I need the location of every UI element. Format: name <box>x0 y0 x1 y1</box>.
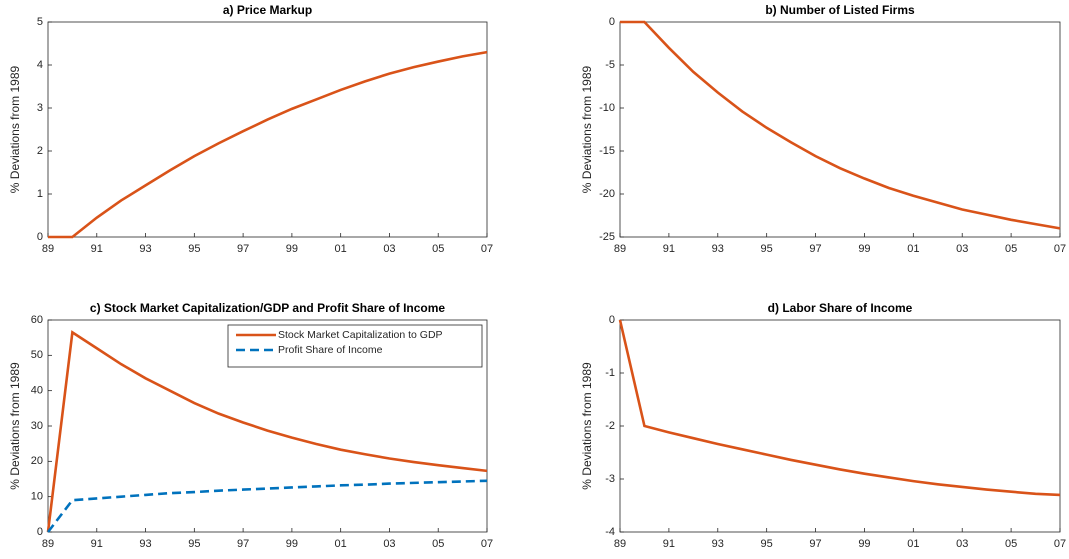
x-tick-label: 93 <box>139 538 151 550</box>
x-tick-label: 05 <box>1005 243 1017 255</box>
x-tick-label: 03 <box>956 538 968 550</box>
x-tick-label: 07 <box>1054 243 1066 255</box>
series-line <box>618 319 1061 497</box>
y-tick-label: 0 <box>609 314 615 326</box>
y-tick-label: -25 <box>599 231 615 243</box>
x-tick-label: 99 <box>286 243 298 255</box>
y-tick-label: 10 <box>31 491 43 503</box>
y-axis-label: % Deviations from 1989 <box>8 65 22 193</box>
x-tick-label: 93 <box>139 243 151 255</box>
y-tick-label: -15 <box>599 145 615 157</box>
panel-title: b) Number of Listed Firms <box>765 3 915 17</box>
x-tick-label: 93 <box>712 243 724 255</box>
x-tick-label: 07 <box>1054 538 1066 550</box>
y-tick-label: 3 <box>37 102 43 114</box>
x-tick-label: 95 <box>761 538 773 550</box>
x-tick-label: 01 <box>907 243 919 255</box>
x-tick-label: 01 <box>335 538 347 550</box>
y-tick-label: 0 <box>609 16 615 28</box>
x-tick-label: 99 <box>858 538 870 550</box>
series-line <box>48 50 488 239</box>
x-tick-label: 05 <box>1005 538 1017 550</box>
x-tick-label: 89 <box>42 538 54 550</box>
y-tick-label: -1 <box>605 367 615 379</box>
x-tick-label: 03 <box>956 243 968 255</box>
y-tick-label: 0 <box>37 526 43 538</box>
x-tick-label: 97 <box>809 243 821 255</box>
x-tick-label: 03 <box>383 243 395 255</box>
x-tick-label: 97 <box>237 243 249 255</box>
y-tick-label: 40 <box>31 385 43 397</box>
y-tick-label: -5 <box>605 59 615 71</box>
y-tick-label: 4 <box>37 59 43 71</box>
y-tick-label: 0 <box>37 231 43 243</box>
axes-frame <box>619 319 1061 533</box>
x-tick-label: 97 <box>809 538 821 550</box>
x-tick-label: 91 <box>91 538 103 550</box>
series-line <box>46 330 488 533</box>
axes-frame <box>47 21 488 238</box>
x-tick-label: 01 <box>335 243 347 255</box>
legend-label: Stock Market Capitalization to GDP <box>278 329 443 341</box>
legend-label: Profit Share of Income <box>278 344 383 356</box>
y-tick-label: 30 <box>31 420 43 432</box>
x-tick-label: 91 <box>91 243 103 255</box>
y-tick-label: -20 <box>599 188 615 200</box>
y-tick-label: 2 <box>37 145 43 157</box>
panel-title: a) Price Markup <box>223 3 312 17</box>
legend-box <box>227 324 483 368</box>
x-tick-label: 91 <box>663 538 675 550</box>
x-tick-label: 07 <box>481 538 493 550</box>
x-tick-label: 95 <box>188 538 200 550</box>
x-tick-label: 05 <box>432 538 444 550</box>
x-tick-label: 89 <box>614 243 626 255</box>
x-tick-label: 05 <box>432 243 444 255</box>
x-tick-label: 99 <box>858 243 870 255</box>
panel-title: d) Labor Share of Income <box>768 301 913 315</box>
x-tick-label: 89 <box>614 538 626 550</box>
y-tick-label: -3 <box>605 473 615 485</box>
series-line <box>620 20 1061 230</box>
y-tick-label: 1 <box>37 188 43 200</box>
y-tick-label: 20 <box>31 455 43 467</box>
x-tick-label: 01 <box>907 538 919 550</box>
y-tick-label: -2 <box>605 420 615 432</box>
y-tick-label: -4 <box>605 526 615 538</box>
x-tick-label: 95 <box>761 243 773 255</box>
x-tick-label: 91 <box>663 243 675 255</box>
x-tick-label: 93 <box>712 538 724 550</box>
x-tick-label: 07 <box>481 243 493 255</box>
x-tick-label: 97 <box>237 538 249 550</box>
y-axis-label: % Deviations from 1989 <box>580 362 594 490</box>
x-tick-label: 99 <box>286 538 298 550</box>
x-tick-label: 03 <box>383 538 395 550</box>
y-tick-label: 60 <box>31 314 43 326</box>
x-tick-label: 89 <box>42 243 54 255</box>
y-axis-label: % Deviations from 1989 <box>580 65 594 193</box>
x-tick-label: 95 <box>188 243 200 255</box>
y-tick-label: -10 <box>599 102 615 114</box>
series-line <box>46 479 488 533</box>
y-tick-label: 5 <box>37 16 43 28</box>
y-tick-label: 50 <box>31 349 43 361</box>
panel-title: c) Stock Market Capitalization/GDP and P… <box>90 301 446 315</box>
y-axis-label: % Deviations from 1989 <box>8 362 22 490</box>
axes-frame <box>619 21 1061 238</box>
